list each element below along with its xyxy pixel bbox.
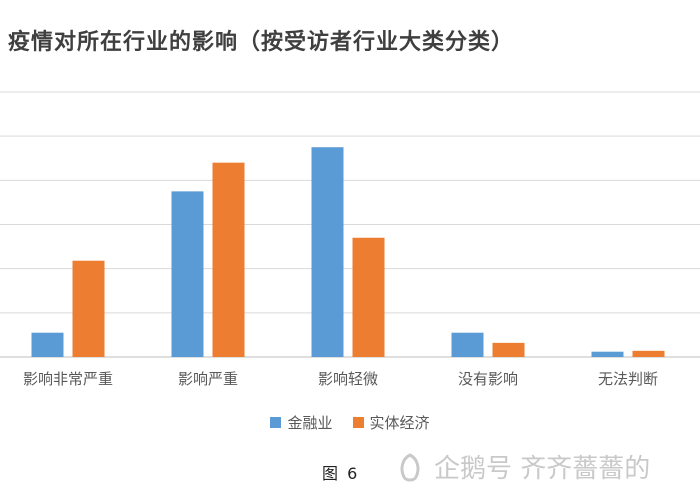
figure-label: 图 6 — [322, 464, 360, 483]
watermark-text: 企鹅号 齐齐薔薔的 — [434, 454, 651, 484]
bar-chart: 影响非常严重 影响严重 影响轻微 没有影响 无法判断 — [0, 91, 700, 388]
legend: 金融业 实体经济 — [0, 412, 700, 433]
bar-financial-1 — [171, 191, 204, 357]
bar-real-economy-2 — [352, 237, 385, 357]
bar-financial-4 — [591, 351, 624, 357]
bar-real-economy-3 — [492, 342, 525, 357]
bars — [31, 147, 665, 357]
legend-item-real-economy: 实体经济 — [352, 412, 430, 433]
legend-swatch-financial — [270, 417, 282, 428]
x-tick-label: 没有影响 — [458, 370, 518, 388]
gridlines — [0, 91, 700, 358]
watermark: 企鹅号 齐齐薔薔的 — [392, 448, 650, 485]
bar-real-economy-1 — [212, 162, 245, 357]
bar-financial-3 — [451, 332, 484, 357]
legend-label-real-economy: 实体经济 — [369, 414, 430, 432]
bar-real-economy-0 — [72, 260, 105, 357]
x-tick-label: 无法判断 — [598, 370, 658, 388]
x-tick-label: 影响轻微 — [318, 370, 378, 388]
x-tick-label: 影响非常严重 — [23, 370, 113, 388]
legend-label-financial: 金融业 — [287, 414, 333, 432]
bar-real-economy-4 — [632, 350, 665, 357]
legend-item-financial: 金融业 — [270, 412, 333, 433]
chart-title: 疫情对所在行业的影响（按受访者行业大类分类） — [8, 30, 515, 55]
x-tick-label: 影响严重 — [178, 370, 238, 388]
x-axis-tick-labels: 影响非常严重 影响严重 影响轻微 没有影响 无法判断 — [23, 370, 658, 388]
legend-swatch-real-economy — [352, 417, 364, 428]
bar-financial-2 — [311, 147, 344, 357]
bar-financial-0 — [31, 332, 64, 357]
watermark-logo-icon — [400, 452, 420, 481]
